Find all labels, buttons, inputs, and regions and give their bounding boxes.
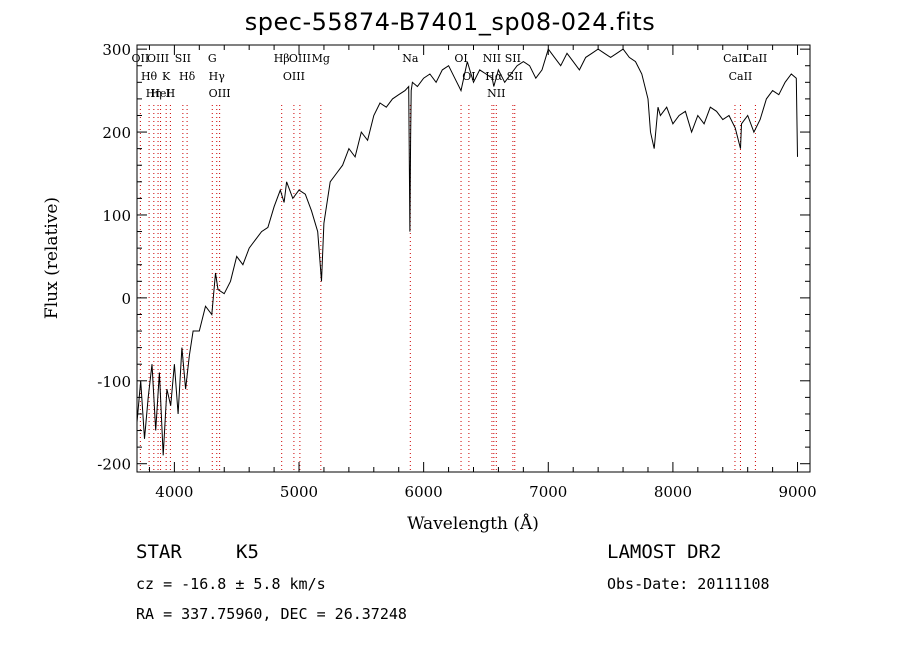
chart-title: spec-55874-B7401_sp08-024.fits bbox=[244, 8, 656, 36]
spectral-line-label: OIII bbox=[209, 87, 231, 100]
x-axis-label: Wavelength (Å) bbox=[407, 513, 539, 534]
x-tick-label: 4000 bbox=[155, 483, 193, 501]
spectral-line-label: OIII bbox=[147, 52, 169, 65]
spectral-line-label: CaII bbox=[744, 52, 768, 65]
spectral-line-label: H bbox=[166, 87, 176, 100]
y-tick-label: 100 bbox=[102, 207, 131, 225]
y-axis-label: Flux (relative) bbox=[42, 197, 62, 319]
spectral-line-label: CaII bbox=[723, 52, 747, 65]
y-tick-label: -200 bbox=[97, 456, 131, 474]
spectral-line-label: Hγ bbox=[209, 70, 226, 83]
spectral-line-label: Hη bbox=[146, 87, 162, 100]
y-axis-ticks: -200 -100 0 100 200 300 bbox=[97, 41, 810, 474]
coordinates-ra-dec: RA = 337.75960, DEC = 26.37248 bbox=[136, 605, 407, 623]
x-tick-label: 5000 bbox=[280, 483, 318, 501]
spectral-line-label: Na bbox=[402, 52, 419, 65]
spectral-line-label: NII bbox=[487, 87, 505, 100]
spectral-line-label: OI bbox=[454, 52, 467, 65]
redshift-cz: cz = -16.8 ± 5.8 km/s bbox=[136, 575, 326, 593]
spectral-line-label: Hδ bbox=[179, 70, 196, 83]
observation-date: Obs-Date: 20111108 bbox=[607, 575, 770, 593]
object-class: STAR bbox=[136, 541, 182, 563]
x-tick-label: 9000 bbox=[778, 483, 816, 501]
spectral-line-label: OII bbox=[132, 52, 150, 65]
y-tick-label: -100 bbox=[97, 373, 131, 391]
survey-name: LAMOST DR2 bbox=[607, 541, 722, 563]
y-tick-label: 0 bbox=[121, 290, 131, 308]
y-tick-label: 300 bbox=[102, 41, 131, 59]
spectral-line-label: G bbox=[208, 52, 217, 65]
object-subclass: K5 bbox=[236, 541, 259, 563]
spectral-line-label: Hα bbox=[485, 70, 503, 83]
spectral-line-label: NII bbox=[483, 52, 501, 65]
spectral-line-label: Hβ bbox=[274, 52, 290, 65]
spectral-line-label: SII bbox=[507, 70, 523, 83]
x-tick-label: 6000 bbox=[405, 483, 443, 501]
y-tick-label: 200 bbox=[102, 124, 131, 142]
x-tick-label: 8000 bbox=[654, 483, 692, 501]
spectral-line-label: SII bbox=[505, 52, 521, 65]
spectral-line-label: Mg bbox=[312, 52, 330, 65]
x-tick-label: 7000 bbox=[529, 483, 567, 501]
x-axis-ticks: 4000 5000 6000 7000 8000 9000 bbox=[148, 45, 817, 501]
spectral-line-label: OIII bbox=[283, 70, 305, 83]
spectral-line-label: Hθ bbox=[141, 70, 158, 83]
spectral-line-label: SII bbox=[175, 52, 191, 65]
spectral-line-label: K bbox=[162, 70, 171, 83]
spectral-line-label: OIII bbox=[289, 52, 311, 65]
spectral-line-label: HeI bbox=[150, 87, 170, 100]
spectral-line-label: CaII bbox=[729, 70, 753, 83]
spectrum-line bbox=[136, 48, 798, 456]
